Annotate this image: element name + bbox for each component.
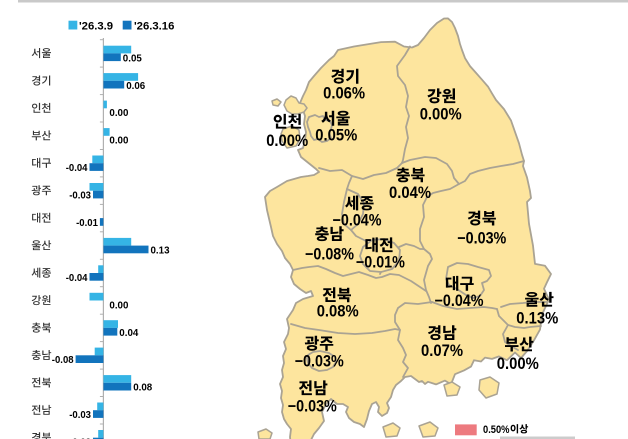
svg-text:'26.3.16: '26.3.16 — [134, 20, 174, 32]
svg-text:0.06: 0.06 — [126, 80, 145, 92]
svg-text:0.13%: 0.13% — [516, 310, 558, 328]
svg-text:0.04%: 0.04% — [389, 184, 431, 202]
svg-text:-0.01: -0.01 — [76, 217, 98, 229]
svg-text:0.07%: 0.07% — [421, 342, 463, 360]
svg-text:−0.04%: −0.04% — [333, 212, 382, 230]
svg-text:0.00: 0.00 — [109, 135, 128, 147]
svg-text:0.05: 0.05 — [123, 52, 142, 64]
svg-text:0.00: 0.00 — [109, 107, 128, 119]
svg-text:−0.03%: −0.03% — [288, 398, 337, 416]
svg-text:0.00%: 0.00% — [266, 132, 308, 150]
svg-text:0.04: 0.04 — [119, 327, 138, 339]
svg-text:-0.03: -0.03 — [69, 190, 91, 202]
svg-text:−0.01%: −0.01% — [356, 253, 405, 271]
svg-text:−0.04%: −0.04% — [435, 292, 484, 310]
svg-text:0.50%: 0.50% — [483, 424, 510, 436]
svg-text:-0.03: -0.03 — [69, 409, 91, 421]
svg-text:-0.08: -0.08 — [52, 354, 74, 366]
svg-text:0.00: 0.00 — [109, 299, 128, 311]
svg-text:'26.3.9: '26.3.9 — [79, 20, 113, 32]
svg-text:-0.04: -0.04 — [66, 272, 88, 284]
svg-text:0.05%: 0.05% — [315, 127, 357, 145]
svg-text:0.08%: 0.08% — [317, 302, 359, 320]
svg-text:−0.08%: −0.08% — [305, 245, 354, 263]
svg-text:0.13: 0.13 — [151, 245, 170, 257]
svg-text:0.08: 0.08 — [133, 382, 152, 394]
svg-text:0.00%: 0.00% — [420, 106, 462, 124]
svg-text:0.00%: 0.00% — [497, 355, 539, 373]
svg-text:-0.04: -0.04 — [66, 162, 88, 174]
svg-text:-0.03: -0.03 — [69, 437, 91, 439]
svg-text:−0.03%: −0.03% — [457, 229, 506, 247]
svg-text:−0.03%: −0.03% — [295, 352, 344, 370]
svg-text:0.06%: 0.06% — [323, 85, 365, 103]
